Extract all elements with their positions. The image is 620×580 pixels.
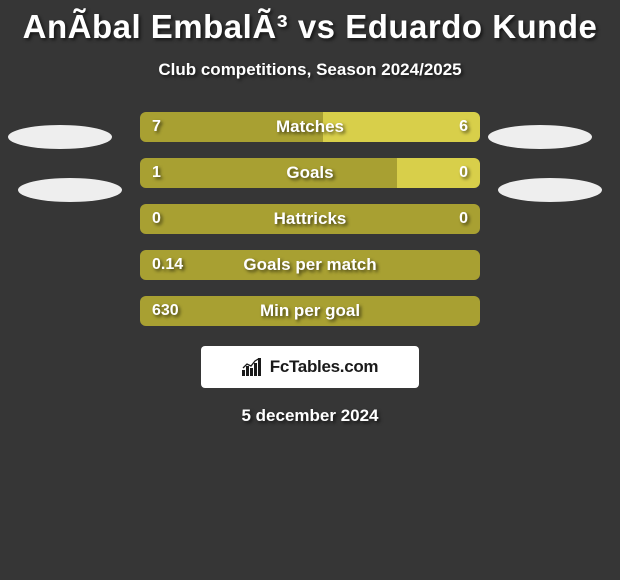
stat-label: Matches [140, 112, 480, 142]
logo-text: FcTables.com [270, 357, 379, 377]
decorative-ellipse [498, 178, 602, 202]
decorative-ellipse [8, 125, 112, 149]
stat-label: Goals per match [140, 250, 480, 280]
bar-chart-icon [242, 358, 264, 376]
stat-label: Min per goal [140, 296, 480, 326]
stat-row: Hattricks0 0 [0, 204, 620, 234]
value-player1: 7 [152, 112, 161, 142]
value-player1: 630 [152, 296, 179, 326]
date-text: 5 december 2024 [0, 406, 620, 426]
stat-row: Goals per match0.14 [0, 250, 620, 280]
value-player2: 0 [459, 204, 468, 234]
value-player1: 0.14 [152, 250, 183, 280]
stat-label: Hattricks [140, 204, 480, 234]
value-player2: 6 [459, 112, 468, 142]
decorative-ellipse [488, 125, 592, 149]
stat-label: Goals [140, 158, 480, 188]
page-title: AnÃ­bal EmbalÃ³ vs Eduardo Kunde [0, 0, 620, 46]
fctables-logo: FcTables.com [201, 346, 419, 388]
value-player2: 0 [459, 158, 468, 188]
decorative-ellipse [18, 178, 122, 202]
value-player1: 0 [152, 204, 161, 234]
stat-row: Min per goal630 [0, 296, 620, 326]
value-player1: 1 [152, 158, 161, 188]
subtitle: Club competitions, Season 2024/2025 [0, 60, 620, 80]
